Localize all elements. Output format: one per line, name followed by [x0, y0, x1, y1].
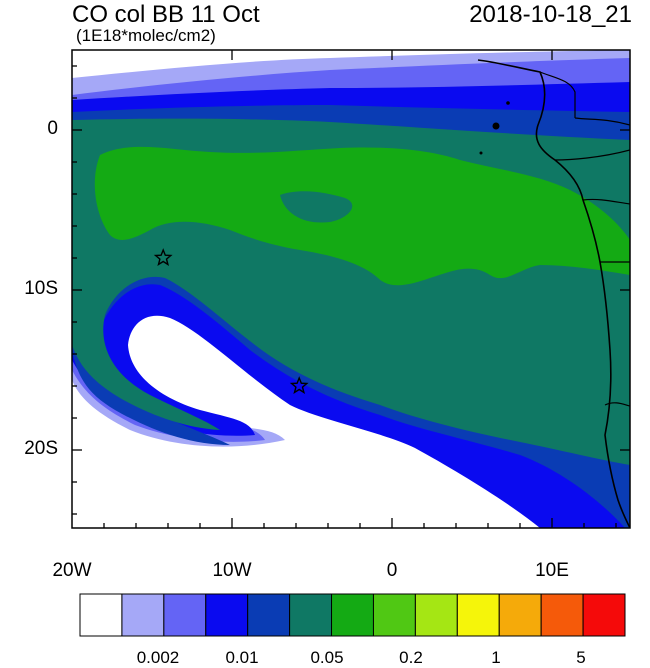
colorbar-swatch	[456, 593, 500, 637]
colorbar-swatch	[414, 593, 458, 637]
lat-label-20s: 20S	[24, 438, 58, 459]
map-title: CO col BB 11 Oct	[72, 1, 260, 28]
colorbar-label: 0.002	[136, 648, 180, 667]
star-icon	[153, 248, 173, 267]
colorbar-label: 0.01	[225, 648, 259, 667]
island	[479, 151, 483, 155]
timestamp: 2018-10-18_21	[469, 1, 632, 28]
star-icon	[289, 376, 309, 395]
colorbar-swatch	[289, 593, 333, 637]
lon-label-20w: 20W	[52, 560, 92, 581]
colorbar-label: 5	[576, 648, 586, 667]
island	[492, 122, 500, 130]
lon-label-0: 0	[386, 560, 398, 581]
island	[506, 101, 510, 105]
colorbar-swatch	[498, 593, 542, 637]
lon-label-10w: 10W	[212, 560, 252, 581]
lat-label-10s: 10S	[24, 278, 58, 299]
colorbar-swatch	[79, 593, 123, 637]
lon-label-10e: 10E	[535, 560, 569, 581]
colorbar-swatch	[582, 593, 626, 637]
colorbar-label: 0.05	[310, 648, 344, 667]
country-borders	[539, 71, 630, 407]
units-label: (1E18*molec/cm2)	[76, 26, 216, 45]
colorbar-swatch	[247, 593, 291, 637]
colorbar-swatch	[331, 593, 374, 637]
axis-ticks	[72, 50, 630, 528]
colorbar-swatch	[372, 593, 416, 637]
colorbar-swatch	[205, 593, 249, 637]
colorbar-swatch	[163, 593, 207, 637]
markers-layer	[153, 248, 309, 395]
colorbar-swatch	[540, 593, 584, 637]
colorbar-label: 0.2	[399, 648, 423, 667]
colorbar-label: 1	[491, 648, 501, 667]
map-frame	[71, 49, 631, 529]
colorbar-swatch	[121, 593, 165, 637]
co-field	[72, 50, 630, 528]
colorbar	[79, 593, 626, 637]
coastline	[477, 59, 630, 528]
lat-label-0: 0	[47, 118, 58, 139]
